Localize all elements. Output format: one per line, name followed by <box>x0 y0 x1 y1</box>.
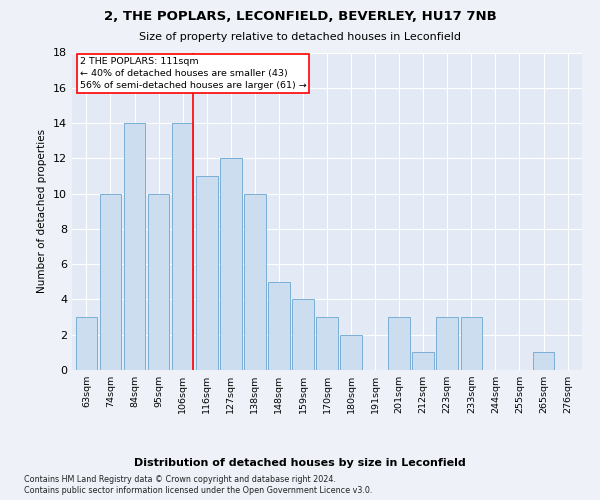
Bar <box>412 352 434 370</box>
Bar <box>76 317 97 370</box>
Bar <box>100 194 121 370</box>
Text: 2 THE POPLARS: 111sqm
← 40% of detached houses are smaller (43)
56% of semi-deta: 2 THE POPLARS: 111sqm ← 40% of detached … <box>80 58 307 90</box>
Text: Contains public sector information licensed under the Open Government Licence v3: Contains public sector information licen… <box>24 486 373 495</box>
Bar <box>436 317 458 370</box>
Bar <box>172 123 193 370</box>
Bar <box>292 300 314 370</box>
Text: Contains HM Land Registry data © Crown copyright and database right 2024.: Contains HM Land Registry data © Crown c… <box>24 475 336 484</box>
Y-axis label: Number of detached properties: Number of detached properties <box>37 129 47 294</box>
Bar <box>124 123 145 370</box>
Text: Size of property relative to detached houses in Leconfield: Size of property relative to detached ho… <box>139 32 461 42</box>
Bar <box>461 317 482 370</box>
Bar <box>340 334 362 370</box>
Bar <box>388 317 410 370</box>
Bar <box>533 352 554 370</box>
Bar <box>220 158 242 370</box>
Bar <box>148 194 169 370</box>
Bar <box>268 282 290 370</box>
Bar <box>244 194 266 370</box>
Bar <box>196 176 218 370</box>
Text: Distribution of detached houses by size in Leconfield: Distribution of detached houses by size … <box>134 458 466 468</box>
Bar <box>316 317 338 370</box>
Text: 2, THE POPLARS, LECONFIELD, BEVERLEY, HU17 7NB: 2, THE POPLARS, LECONFIELD, BEVERLEY, HU… <box>104 10 496 23</box>
